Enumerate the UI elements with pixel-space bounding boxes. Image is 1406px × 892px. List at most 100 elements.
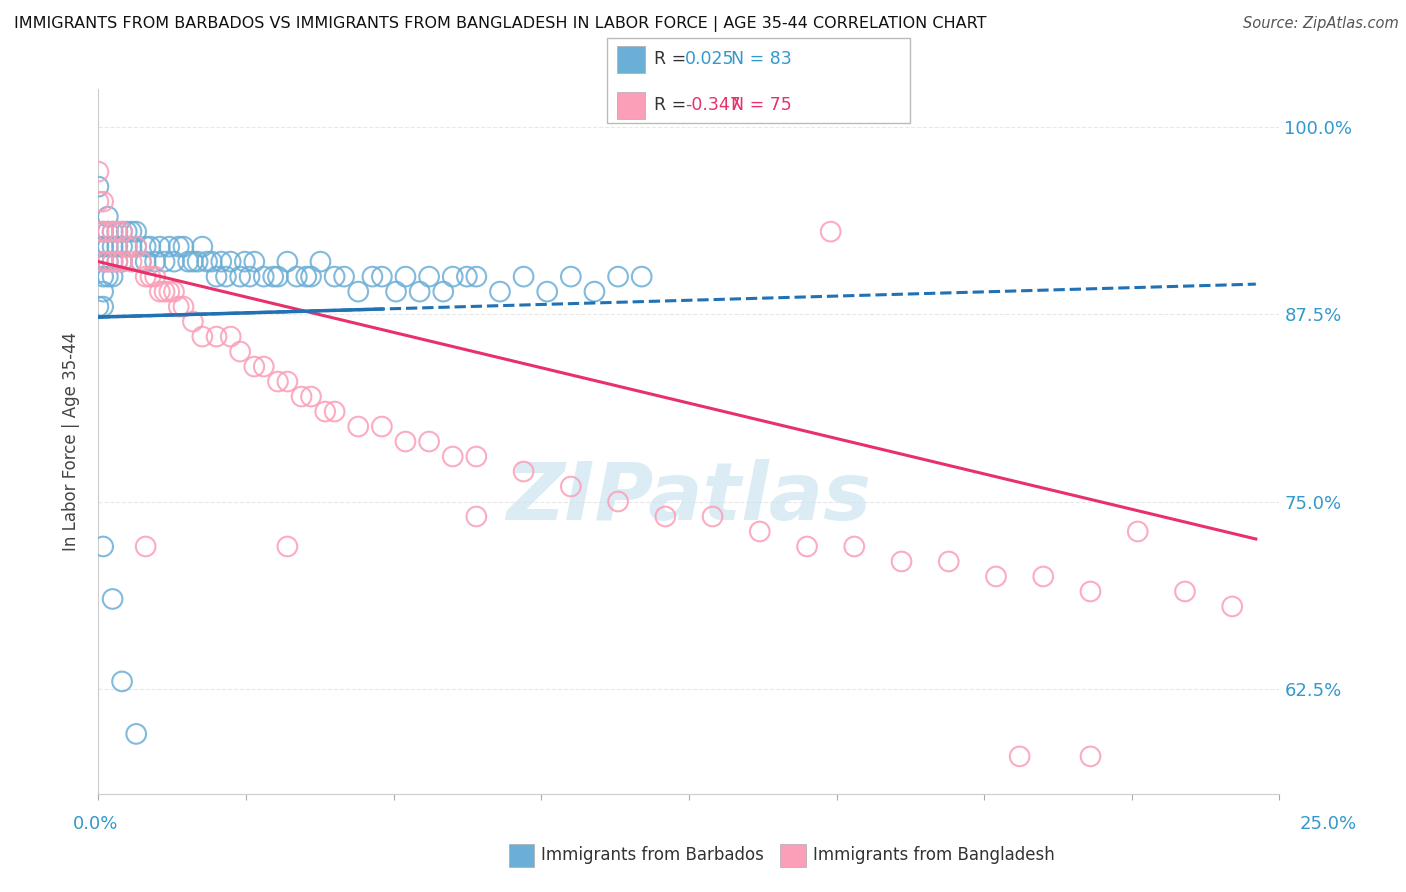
Y-axis label: In Labor Force | Age 35-44: In Labor Force | Age 35-44 (62, 332, 80, 551)
Point (115, 239, 138, 253)
Point (125, 239, 148, 253)
Point (253, 359, 276, 374)
Point (333, 269, 356, 284)
Point (97, 239, 120, 253)
Point (101, 254, 124, 268)
Point (143, 254, 166, 268)
Point (1174, 584, 1197, 599)
Point (139, 269, 162, 284)
Point (111, 225, 134, 239)
Point (630, 269, 652, 284)
Point (105, 254, 128, 268)
Point (135, 254, 157, 268)
Point (276, 375, 298, 389)
Point (465, 269, 488, 284)
Point (129, 254, 152, 268)
Point (607, 269, 630, 284)
Point (121, 225, 143, 239)
Point (97, 254, 120, 268)
Point (187, 254, 209, 268)
Point (702, 509, 724, 524)
Point (195, 254, 218, 268)
Point (309, 254, 332, 268)
Point (748, 524, 770, 539)
Point (465, 450, 488, 464)
Point (163, 285, 186, 299)
Point (105, 254, 128, 268)
Point (267, 269, 290, 284)
Point (432, 285, 454, 299)
Point (115, 239, 138, 253)
Point (465, 509, 488, 524)
Point (105, 225, 128, 239)
Point (167, 239, 190, 253)
Point (163, 254, 186, 268)
Point (143, 269, 166, 284)
Point (91, 239, 114, 253)
Point (157, 285, 180, 299)
Point (101, 269, 124, 284)
Point (101, 225, 124, 239)
Point (253, 269, 276, 284)
Point (844, 540, 866, 554)
Point (91, 225, 114, 239)
Point (153, 285, 176, 299)
Point (125, 225, 148, 239)
Point (607, 494, 630, 508)
Point (233, 254, 256, 268)
Point (191, 239, 214, 253)
Point (121, 254, 143, 268)
Point (101, 225, 124, 239)
Point (347, 419, 370, 434)
Text: R =: R = (654, 96, 692, 114)
Text: Source: ZipAtlas.com: Source: ZipAtlas.com (1243, 16, 1399, 31)
Point (191, 329, 214, 343)
Text: 0.0%: 0.0% (73, 815, 118, 833)
Point (796, 540, 818, 554)
Point (215, 269, 238, 284)
Point (91, 254, 114, 268)
Point (314, 404, 336, 418)
Text: Immigrants from Barbados: Immigrants from Barbados (541, 847, 765, 864)
Point (97, 269, 120, 284)
Point (97, 254, 120, 268)
Point (135, 269, 157, 284)
Point (262, 269, 284, 284)
Point (219, 329, 242, 343)
Point (172, 300, 194, 314)
Point (441, 450, 464, 464)
Point (101, 591, 124, 606)
Point (295, 269, 318, 284)
Point (583, 285, 606, 299)
Point (149, 285, 172, 299)
Point (229, 344, 252, 359)
Point (87, 300, 110, 314)
Point (394, 269, 416, 284)
Point (121, 239, 143, 253)
Point (361, 269, 384, 284)
Point (91, 254, 114, 268)
Point (1126, 524, 1149, 539)
Point (489, 285, 512, 299)
Point (87, 225, 110, 239)
Point (323, 404, 346, 418)
Point (111, 674, 134, 689)
Point (219, 254, 242, 268)
Point (91, 194, 114, 209)
Point (125, 727, 148, 741)
Point (87, 239, 110, 253)
Point (209, 254, 232, 268)
Point (285, 269, 308, 284)
Point (371, 419, 394, 434)
Point (87, 179, 110, 194)
Point (87, 194, 110, 209)
Point (536, 285, 558, 299)
Point (938, 554, 960, 568)
Point (560, 269, 582, 284)
Text: IMMIGRANTS FROM BARBADOS VS IMMIGRANTS FROM BANGLADESH IN LABOR FORCE | AGE 35-4: IMMIGRANTS FROM BARBADOS VS IMMIGRANTS F… (14, 16, 987, 32)
Point (456, 269, 478, 284)
Point (149, 239, 172, 253)
Point (512, 269, 534, 284)
Point (347, 285, 370, 299)
Point (205, 269, 228, 284)
